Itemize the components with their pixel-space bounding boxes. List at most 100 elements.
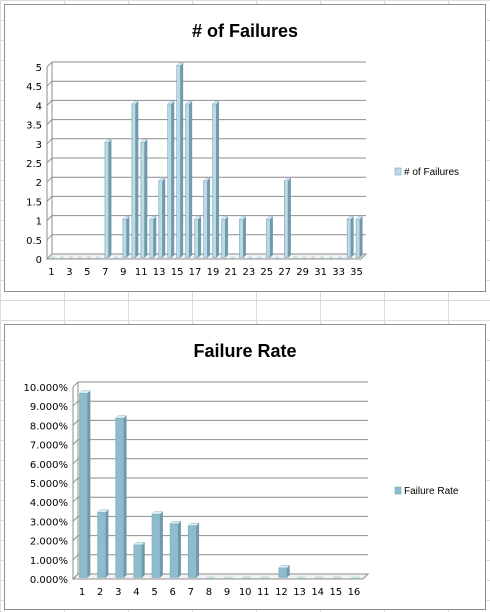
x-tick-label: 35 bbox=[350, 267, 363, 278]
bar bbox=[115, 415, 127, 578]
legend-swatch bbox=[394, 486, 402, 495]
bar bbox=[265, 216, 274, 258]
x-tick-label: 13 bbox=[293, 587, 306, 598]
failure-rate-chart-svg: 0.000% 1.000% 2.000% 3.000% 4.000% 5.000% 6.00… bbox=[24, 381, 459, 598]
bar bbox=[260, 576, 269, 579]
x-tick-label: 31 bbox=[314, 267, 327, 278]
x-tick-label: 15 bbox=[171, 267, 184, 278]
y-tick-label: 0.5 bbox=[26, 236, 42, 247]
bar bbox=[257, 256, 262, 259]
bar bbox=[95, 256, 100, 259]
gridline-side bbox=[46, 80, 53, 87]
bar bbox=[293, 256, 298, 259]
bar bbox=[149, 216, 157, 258]
bar bbox=[194, 216, 202, 258]
x-tick-label: 3 bbox=[115, 587, 121, 598]
gridline-side bbox=[72, 400, 79, 407]
legend-swatch bbox=[394, 167, 402, 176]
bar bbox=[329, 256, 333, 259]
x-tick-label: 19 bbox=[207, 267, 220, 278]
x-tick-label: 10 bbox=[239, 587, 252, 598]
failures-chart[interactable]: # of Failures 0 0.5 1 1.5 2 2.5 3 3.5 4 4.5 5 1 3 5 7 9… bbox=[4, 4, 486, 292]
bar bbox=[224, 576, 233, 579]
bar bbox=[320, 256, 325, 259]
y-tick-label: 3 bbox=[36, 140, 42, 151]
y-tick-label: 4.5 bbox=[26, 82, 42, 93]
failure-rate-chart[interactable]: Failure Rate 0.000% 1.000% 2.000% 3.000% 4.0… bbox=[4, 324, 486, 610]
gridline-side bbox=[72, 458, 79, 465]
gridline-side bbox=[72, 516, 79, 522]
bar bbox=[338, 256, 342, 259]
bar bbox=[185, 100, 193, 258]
x-tick-label: 11 bbox=[257, 587, 270, 598]
legend: # of Failures bbox=[394, 167, 459, 178]
gridline-side bbox=[72, 554, 79, 561]
bar bbox=[351, 576, 360, 579]
bar bbox=[78, 256, 82, 259]
bar bbox=[212, 100, 220, 258]
bar bbox=[131, 100, 139, 258]
x-tick-label: 27 bbox=[278, 267, 291, 278]
x-tick-label: 6 bbox=[170, 587, 176, 598]
y-tick-label: 2.5 bbox=[26, 159, 42, 170]
x-tick-label: 17 bbox=[189, 267, 202, 278]
x-tick-label: 4 bbox=[133, 587, 139, 598]
y-tick-label: 1 bbox=[36, 217, 42, 228]
y-tick-label: 1.000% bbox=[30, 556, 68, 567]
bar bbox=[203, 177, 211, 258]
bar bbox=[86, 256, 91, 259]
y-tick-label: 5 bbox=[36, 63, 42, 74]
bar bbox=[176, 62, 184, 258]
x-tick-label: 15 bbox=[329, 587, 342, 598]
x-tick-label: 25 bbox=[260, 267, 273, 278]
legend-label: # of Failures bbox=[404, 167, 459, 178]
bar bbox=[60, 256, 64, 259]
gridline-side bbox=[72, 381, 79, 388]
x-tick-label: 14 bbox=[311, 587, 324, 598]
bar bbox=[206, 576, 215, 579]
x-tick-label: 16 bbox=[348, 587, 361, 598]
y-tick-label: 4 bbox=[36, 101, 42, 112]
bar bbox=[122, 216, 130, 258]
bar bbox=[355, 216, 363, 258]
bar bbox=[187, 522, 200, 578]
y-tick-label: 2.000% bbox=[30, 537, 68, 548]
gridline-side bbox=[72, 535, 79, 541]
y-tick-label: 10.000% bbox=[24, 383, 69, 394]
y-tick-label: 3.5 bbox=[26, 121, 42, 132]
gridline-side bbox=[46, 100, 53, 106]
bar bbox=[169, 520, 182, 578]
chart-title: Failure Rate bbox=[193, 341, 297, 361]
x-tick-label: 7 bbox=[102, 267, 108, 278]
gridline-side bbox=[46, 119, 53, 125]
bar bbox=[278, 564, 290, 578]
x-tick-label: 1 bbox=[79, 587, 85, 598]
x-tick-label: 33 bbox=[332, 267, 345, 278]
gridline-side bbox=[46, 176, 53, 183]
bar bbox=[51, 256, 55, 259]
failures-chart-svg: 00.511.522.533.544.551 3 5 7 9 11 13 15 17 19 21 23… bbox=[26, 61, 459, 278]
bar bbox=[230, 256, 235, 259]
x-tick-label: 2 bbox=[97, 587, 103, 598]
x-tick-label: 5 bbox=[151, 587, 157, 598]
bar bbox=[302, 256, 307, 259]
gridline-side bbox=[46, 61, 53, 68]
gridline-side bbox=[46, 196, 53, 202]
bar bbox=[69, 256, 73, 259]
x-tick-label: 12 bbox=[275, 587, 288, 598]
x-tick-label: 11 bbox=[135, 267, 148, 278]
y-tick-label: 8.000% bbox=[30, 421, 68, 432]
bar bbox=[151, 511, 164, 578]
bar bbox=[333, 576, 342, 579]
x-tick-label: 8 bbox=[206, 587, 212, 598]
gridline-side bbox=[72, 573, 79, 580]
chart-title: # of Failures bbox=[191, 21, 299, 41]
y-tick-label: 4.000% bbox=[30, 498, 68, 509]
bar bbox=[346, 216, 354, 258]
x-tick-label: 9 bbox=[120, 267, 126, 278]
bar bbox=[311, 256, 316, 259]
bar bbox=[140, 139, 148, 258]
x-tick-label: 5 bbox=[84, 267, 90, 278]
x-tick-label: 29 bbox=[296, 267, 309, 278]
y-tick-label: 9.000% bbox=[30, 402, 68, 413]
